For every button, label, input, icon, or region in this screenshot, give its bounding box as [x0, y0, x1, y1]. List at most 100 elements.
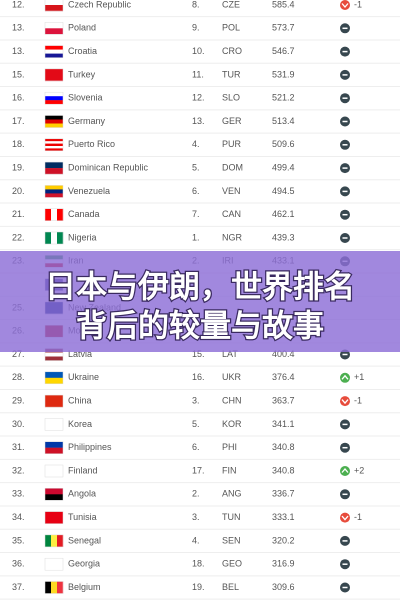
rank: 17.	[12, 116, 25, 126]
points: 531.9	[272, 69, 295, 79]
country: China	[68, 395, 92, 405]
table-row: 13. Poland 9. POL 573.7	[0, 22, 400, 41]
change-icon	[340, 396, 350, 407]
flag-stripe	[45, 447, 63, 454]
conf-rank: 5.	[192, 162, 200, 172]
change: -1	[354, 512, 362, 522]
country: Senegal	[68, 535, 101, 545]
rank: 15.	[12, 69, 25, 79]
conf-rank: 1.	[192, 232, 200, 242]
points: 546.7	[272, 46, 295, 56]
rank: 35.	[12, 535, 25, 545]
points: 336.7	[272, 489, 295, 499]
flag-border	[44, 394, 64, 408]
code: VEN	[222, 186, 241, 196]
conf-rank: 11.	[192, 69, 204, 79]
conf-rank: 3.	[192, 395, 200, 405]
banner-line: 日本与伊朗，世界排名	[45, 270, 355, 306]
code: POL	[222, 23, 240, 33]
code: PUR	[222, 139, 242, 149]
flag-border	[44, 208, 64, 221]
code: SEN	[222, 535, 241, 545]
code: TUN	[222, 512, 241, 522]
flag-border	[44, 534, 64, 548]
flag-stripe	[45, 441, 63, 448]
flag-stripe	[57, 232, 64, 244]
table-row: 15. Turkey 11. TUR 531.9	[0, 68, 400, 88]
change: +1	[354, 372, 364, 382]
flag-border	[44, 161, 64, 175]
conf-rank: 7.	[192, 209, 200, 219]
table-row: 21. Canada 7. CAN 462.1	[0, 208, 400, 227]
code: KOR	[222, 419, 242, 429]
rank: 16.	[12, 93, 25, 103]
flag-stripe	[45, 494, 63, 501]
flag-stripe	[45, 162, 63, 169]
flag-stripe	[45, 465, 63, 478]
change: -1	[354, 0, 362, 9]
conf-rank: 19.	[192, 582, 205, 592]
conf-rank: 17.	[192, 465, 205, 475]
code: CZE	[222, 0, 240, 9]
conf-rank: 13.	[192, 116, 205, 126]
points: 509.6	[272, 139, 295, 149]
flag-stripe	[45, 141, 63, 144]
code: NGR	[222, 232, 243, 242]
points: 400.4	[272, 349, 295, 359]
flag-stripe	[45, 92, 63, 97]
banner-bg	[0, 251, 400, 352]
table-row: 18. Puerto Rico 4. PUR 509.6	[0, 138, 400, 157]
country: Tunisia	[68, 512, 97, 522]
flag-stripe	[45, 28, 63, 35]
change-icon	[340, 372, 350, 383]
conf-rank: 6.	[192, 186, 200, 196]
table-row: 29. China 3. CHN 363.7 -1	[0, 394, 400, 414]
conf-rank: 5.	[192, 419, 200, 429]
table-row: 35. Senegal 4. SEN 320.2	[0, 534, 400, 554]
country: Georgia	[68, 559, 100, 569]
flag-stripe	[45, 119, 63, 124]
country: Dominican Republic	[68, 162, 149, 172]
rank: 30.	[12, 419, 25, 429]
rank: 22.	[12, 232, 25, 242]
code: TUR	[222, 69, 241, 79]
flag-stripe	[45, 193, 63, 198]
flag-stripe	[45, 0, 63, 6]
points: 316.9	[272, 559, 295, 569]
change-icon	[340, 466, 350, 476]
flag-stripe	[51, 208, 58, 221]
rank: 13.	[12, 46, 25, 56]
table-row: 17. Germany 13. GER 513.4	[0, 115, 400, 134]
flag-stripe	[45, 511, 63, 524]
points: 376.4	[272, 372, 295, 382]
rank: 28.	[12, 372, 25, 382]
flag-stripe	[45, 100, 63, 105]
flag-stripe	[45, 189, 63, 194]
change-icon	[340, 0, 350, 10]
flag-border	[44, 511, 64, 524]
points: 462.1	[272, 209, 295, 219]
points: 320.2	[272, 535, 295, 545]
rank: 34.	[12, 512, 25, 522]
flag-border	[44, 464, 64, 478]
flag-border	[44, 22, 64, 35]
flag-stripe	[45, 45, 63, 50]
flag-stripe	[45, 148, 63, 151]
code: DOM	[222, 162, 243, 172]
flag-stripe	[45, 123, 63, 128]
country: Finland	[68, 465, 98, 475]
code: PHI	[222, 442, 237, 452]
table-row: 31. Philippines 6. PHI 340.8	[0, 441, 400, 460]
points: 585.4	[272, 0, 295, 9]
code: CAN	[222, 209, 241, 219]
table-row: 16. Slovenia 12. SLO 521.2	[0, 91, 400, 111]
table-row: 19. Dominican Republic 5. DOM 499.4	[0, 161, 400, 181]
country: Latvia	[68, 349, 92, 359]
flag-stripe	[45, 49, 63, 54]
table-row: 27. Latvia 15. LAT 400.4	[0, 348, 400, 367]
country: Poland	[68, 23, 96, 33]
flag-border	[44, 371, 64, 385]
conf-rank: 3.	[192, 512, 200, 522]
